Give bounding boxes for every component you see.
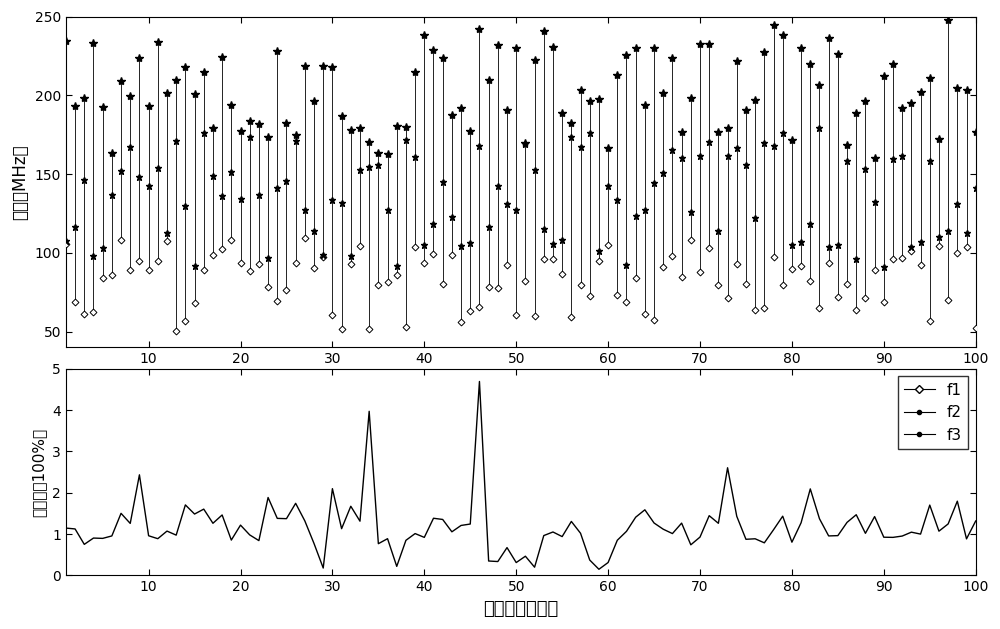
X-axis label: 随机重频组序号: 随机重频组序号 <box>483 600 558 618</box>
Y-axis label: 错误率（100%）: 错误率（100%） <box>32 428 47 516</box>
Legend: f1, f2, f3: f1, f2, f3 <box>898 376 968 449</box>
Y-axis label: 重频（MHz）: 重频（MHz） <box>11 144 29 220</box>
